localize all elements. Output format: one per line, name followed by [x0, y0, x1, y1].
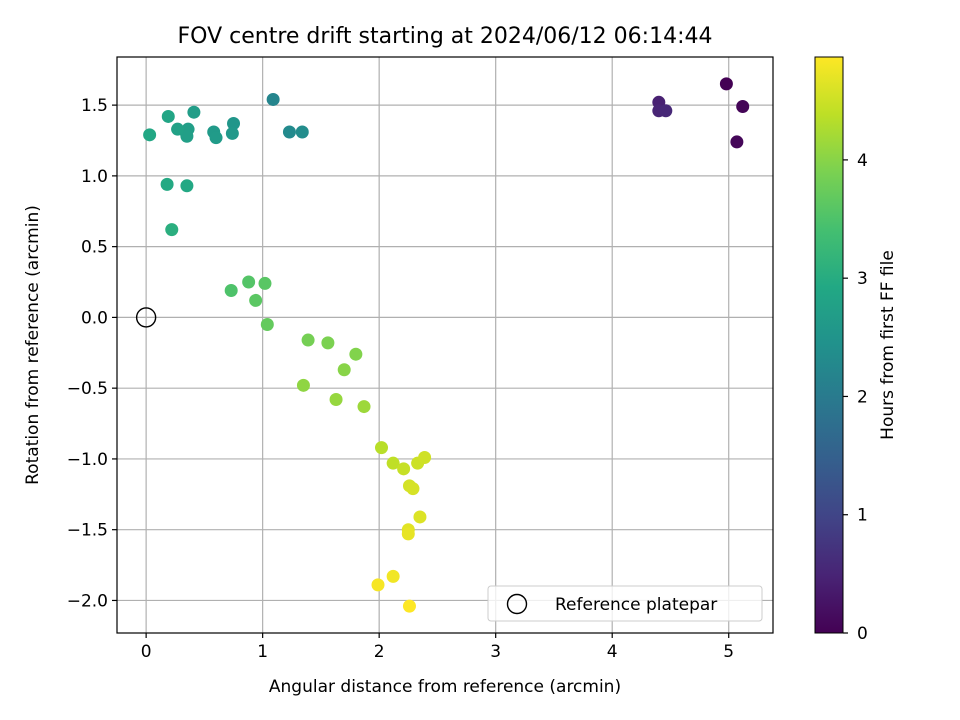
- colorbar-tick-label: 0: [857, 624, 868, 644]
- y-tick-label: 1.5: [81, 96, 108, 116]
- y-axis-label: Rotation from reference (arcmin): [23, 205, 43, 485]
- colorbar-ticks: 0 1 2 3 4: [843, 151, 868, 644]
- data-point: [295, 125, 309, 139]
- x-tick-label: 1: [257, 642, 268, 662]
- data-point: [349, 347, 363, 361]
- data-point: [337, 363, 351, 377]
- x-tick-label: 0: [141, 642, 152, 662]
- data-point: [225, 126, 239, 140]
- x-axis-label: Angular distance from reference (arcmin): [269, 677, 621, 697]
- data-point: [397, 462, 411, 476]
- data-point: [371, 578, 385, 592]
- legend-marker-reference: [506, 593, 528, 615]
- x-axis-ticks: 0 1 2 3 4 5: [141, 633, 734, 662]
- data-point: [266, 92, 280, 106]
- legend: Reference platepar: [487, 585, 763, 622]
- x-tick-label: 2: [374, 642, 385, 662]
- data-point: [413, 510, 427, 524]
- data-point: [406, 482, 420, 496]
- x-tick-label: 5: [723, 642, 734, 662]
- reference-marker-group: [135, 307, 157, 328]
- data-point: [321, 336, 335, 350]
- colorbar-gradient: [814, 56, 844, 634]
- data-point: [160, 177, 174, 191]
- data-point: [187, 105, 201, 119]
- data-point: [161, 109, 175, 123]
- reference-platepar-marker: [135, 307, 157, 328]
- data-point: [224, 284, 238, 298]
- data-point: [418, 451, 432, 465]
- legend-label-reference: Reference platepar: [555, 595, 717, 615]
- data-point: [282, 125, 296, 139]
- data-point: [180, 129, 194, 143]
- colorbar-tick-label: 3: [857, 269, 868, 289]
- data-point: [180, 179, 194, 193]
- data-point: [329, 392, 343, 406]
- data-point: [258, 276, 272, 290]
- y-tick-label: 1.0: [81, 167, 108, 187]
- data-point: [249, 293, 263, 307]
- colorbar-label: Hours from first FF file: [878, 250, 898, 440]
- data-point: [402, 599, 416, 613]
- data-point: [165, 223, 179, 237]
- data-point: [143, 128, 157, 142]
- y-tick-label: −2.0: [67, 591, 108, 611]
- data-point: [227, 117, 241, 131]
- y-tick-label: −1.5: [67, 521, 108, 541]
- data-point: [209, 131, 223, 145]
- colorbar-tick-label: 2: [857, 387, 868, 407]
- data-point: [730, 135, 744, 149]
- colorbar-tick-label: 1: [857, 506, 868, 526]
- data-point: [301, 333, 315, 347]
- plot-area-frame: [116, 56, 774, 634]
- chart-title: FOV centre drift starting at 2024/06/12 …: [178, 24, 713, 49]
- colorbar-tick-label: 4: [857, 151, 868, 171]
- data-point: [296, 378, 310, 392]
- data-point: [260, 317, 274, 331]
- data-point: [719, 77, 733, 91]
- x-tick-label: 4: [607, 642, 618, 662]
- data-point: [386, 569, 400, 583]
- legend-box: [487, 585, 763, 622]
- data-point: [171, 122, 185, 136]
- y-tick-label: −1.0: [67, 450, 108, 470]
- y-tick-label: 0.5: [81, 238, 108, 258]
- data-points: [143, 77, 750, 613]
- y-axis-ticks: −2.0 −1.5 −1.0 −0.5 0.0 0.5 1.0 1.5: [67, 96, 117, 611]
- x-tick-label: 3: [490, 642, 501, 662]
- y-tick-label: 0.0: [81, 308, 108, 328]
- data-point: [374, 441, 388, 455]
- data-point: [386, 456, 400, 470]
- y-tick-label: −0.5: [67, 379, 108, 399]
- data-point: [357, 400, 371, 414]
- data-point: [242, 275, 256, 289]
- data-point: [659, 104, 673, 118]
- data-point: [401, 527, 415, 541]
- colorbar: 0 1 2 3 4 Hours from first FF file: [814, 56, 898, 644]
- data-point: [736, 100, 750, 114]
